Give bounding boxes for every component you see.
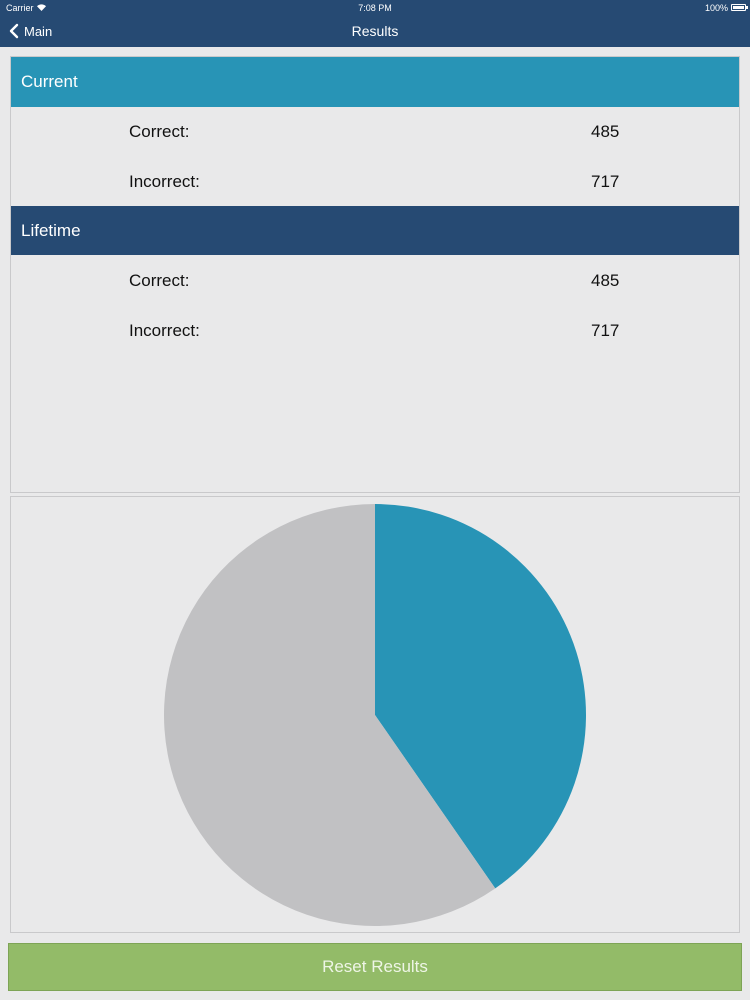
battery-percent: 100%: [704, 3, 728, 13]
lifetime-section-header: Lifetime: [11, 206, 739, 255]
current-incorrect-row: Incorrect: 717: [11, 167, 739, 197]
chevron-left-icon: [9, 23, 19, 39]
back-label: Main: [24, 23, 53, 39]
status-time: 7:08 PM: [358, 3, 392, 13]
current-correct-label: Correct:: [129, 122, 190, 141]
back-button[interactable]: Main: [8, 21, 52, 41]
page-title: Results: [351, 23, 399, 39]
current-correct-row: Correct: 485: [11, 117, 739, 147]
current-correct-value: 485: [591, 122, 620, 141]
top-bar: Carrier 7:08 PM 100% Main Results: [0, 0, 750, 47]
chart-panel: [10, 496, 740, 933]
current-section-header: Current: [11, 57, 739, 107]
lifetime-incorrect-label: Incorrect:: [129, 321, 200, 340]
results-pie-chart: [164, 504, 586, 926]
pie-slice-incorrect: [164, 504, 496, 926]
wifi-icon: [37, 4, 46, 11]
battery-icon: [731, 4, 746, 11]
current-incorrect-label: Incorrect:: [129, 172, 200, 191]
lifetime-correct-value: 485: [591, 271, 620, 290]
lifetime-correct-row: Correct: 485: [11, 266, 739, 296]
navigation-bar: Main Results: [0, 16, 750, 47]
pie-slice-correct: [375, 504, 586, 889]
status-bar: Carrier 7:08 PM 100%: [0, 0, 750, 16]
reset-results-button[interactable]: Reset Results: [8, 943, 742, 991]
results-panel: Current Correct: 485 Incorrect: 717 Life…: [10, 56, 740, 493]
current-incorrect-value: 717: [591, 172, 620, 191]
lifetime-correct-label: Correct:: [129, 271, 190, 290]
lifetime-incorrect-value: 717: [591, 321, 620, 340]
battery-tip: [746, 6, 748, 9]
carrier-label: Carrier: [6, 3, 34, 13]
lifetime-incorrect-row: Incorrect: 717: [11, 316, 739, 346]
